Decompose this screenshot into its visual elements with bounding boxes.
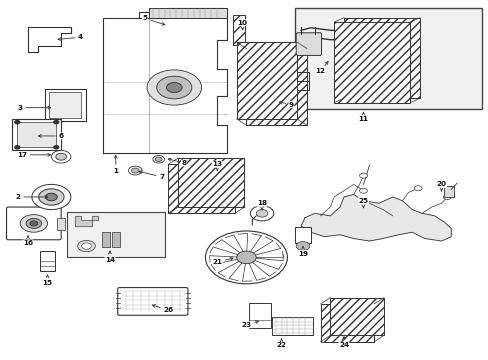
- Circle shape: [30, 221, 38, 226]
- Text: 11: 11: [358, 112, 368, 122]
- Bar: [168, 164, 234, 213]
- Circle shape: [54, 146, 59, 149]
- Text: 10: 10: [237, 20, 247, 30]
- Circle shape: [26, 219, 41, 229]
- Circle shape: [54, 121, 59, 124]
- Circle shape: [20, 215, 47, 232]
- Circle shape: [250, 206, 273, 221]
- Bar: [295, 8, 482, 109]
- Bar: [444, 186, 453, 197]
- Circle shape: [131, 168, 139, 173]
- Circle shape: [15, 146, 20, 149]
- Text: 17: 17: [17, 152, 51, 158]
- FancyBboxPatch shape: [296, 33, 321, 55]
- Text: 7: 7: [139, 171, 164, 180]
- Text: 24: 24: [338, 337, 348, 348]
- Bar: [320, 304, 373, 342]
- Circle shape: [78, 240, 95, 252]
- Circle shape: [157, 76, 191, 99]
- Circle shape: [205, 231, 287, 284]
- Circle shape: [155, 157, 162, 161]
- Text: 3: 3: [18, 105, 51, 111]
- Bar: [49, 92, 81, 118]
- Circle shape: [45, 193, 57, 201]
- Text: 18: 18: [257, 200, 266, 210]
- Text: 14: 14: [105, 251, 115, 263]
- Bar: [232, 14, 245, 45]
- Circle shape: [359, 188, 366, 193]
- Text: 19: 19: [297, 247, 307, 257]
- Polygon shape: [75, 216, 98, 226]
- Bar: [40, 251, 55, 271]
- Text: 6: 6: [39, 133, 63, 139]
- Bar: [236, 42, 297, 119]
- Circle shape: [153, 156, 164, 163]
- Text: 8: 8: [168, 158, 186, 166]
- Bar: [44, 89, 85, 121]
- Bar: [17, 122, 56, 147]
- Text: 1: 1: [113, 156, 118, 174]
- Circle shape: [56, 153, 66, 160]
- Bar: [112, 232, 120, 247]
- Text: 2: 2: [16, 194, 48, 200]
- Bar: [102, 232, 110, 247]
- Bar: [178, 158, 244, 207]
- Bar: [343, 18, 419, 98]
- Circle shape: [128, 166, 142, 175]
- Bar: [67, 212, 164, 257]
- Polygon shape: [301, 194, 450, 241]
- Bar: [12, 119, 61, 150]
- Bar: [149, 8, 226, 18]
- Text: 23: 23: [241, 321, 258, 328]
- Circle shape: [413, 186, 421, 191]
- Text: 5: 5: [142, 15, 164, 25]
- Text: 16: 16: [23, 236, 33, 246]
- Circle shape: [147, 70, 201, 105]
- Polygon shape: [103, 8, 226, 153]
- Circle shape: [296, 242, 309, 251]
- Bar: [57, 219, 65, 230]
- Circle shape: [166, 82, 182, 93]
- Circle shape: [15, 121, 20, 124]
- Bar: [271, 316, 312, 336]
- Circle shape: [443, 194, 450, 199]
- Circle shape: [51, 150, 71, 163]
- Text: 4: 4: [58, 34, 83, 40]
- Circle shape: [39, 189, 64, 205]
- FancyBboxPatch shape: [6, 207, 61, 240]
- Circle shape: [81, 243, 91, 249]
- Bar: [249, 303, 270, 328]
- Circle shape: [32, 184, 71, 210]
- Text: 20: 20: [436, 181, 446, 191]
- Circle shape: [359, 173, 366, 178]
- Circle shape: [256, 210, 267, 217]
- Text: 21: 21: [212, 257, 233, 265]
- Bar: [330, 298, 383, 336]
- Text: 25: 25: [358, 198, 368, 208]
- Text: 22: 22: [276, 339, 286, 348]
- Text: 13: 13: [212, 161, 222, 171]
- Text: 26: 26: [152, 305, 173, 313]
- Text: 15: 15: [42, 275, 53, 285]
- Circle shape: [236, 251, 256, 264]
- Polygon shape: [28, 27, 71, 52]
- Bar: [246, 49, 306, 125]
- Text: 9: 9: [279, 101, 293, 108]
- Bar: [295, 226, 310, 243]
- Text: 12: 12: [315, 62, 327, 74]
- FancyBboxPatch shape: [118, 288, 187, 315]
- Bar: [333, 22, 409, 103]
